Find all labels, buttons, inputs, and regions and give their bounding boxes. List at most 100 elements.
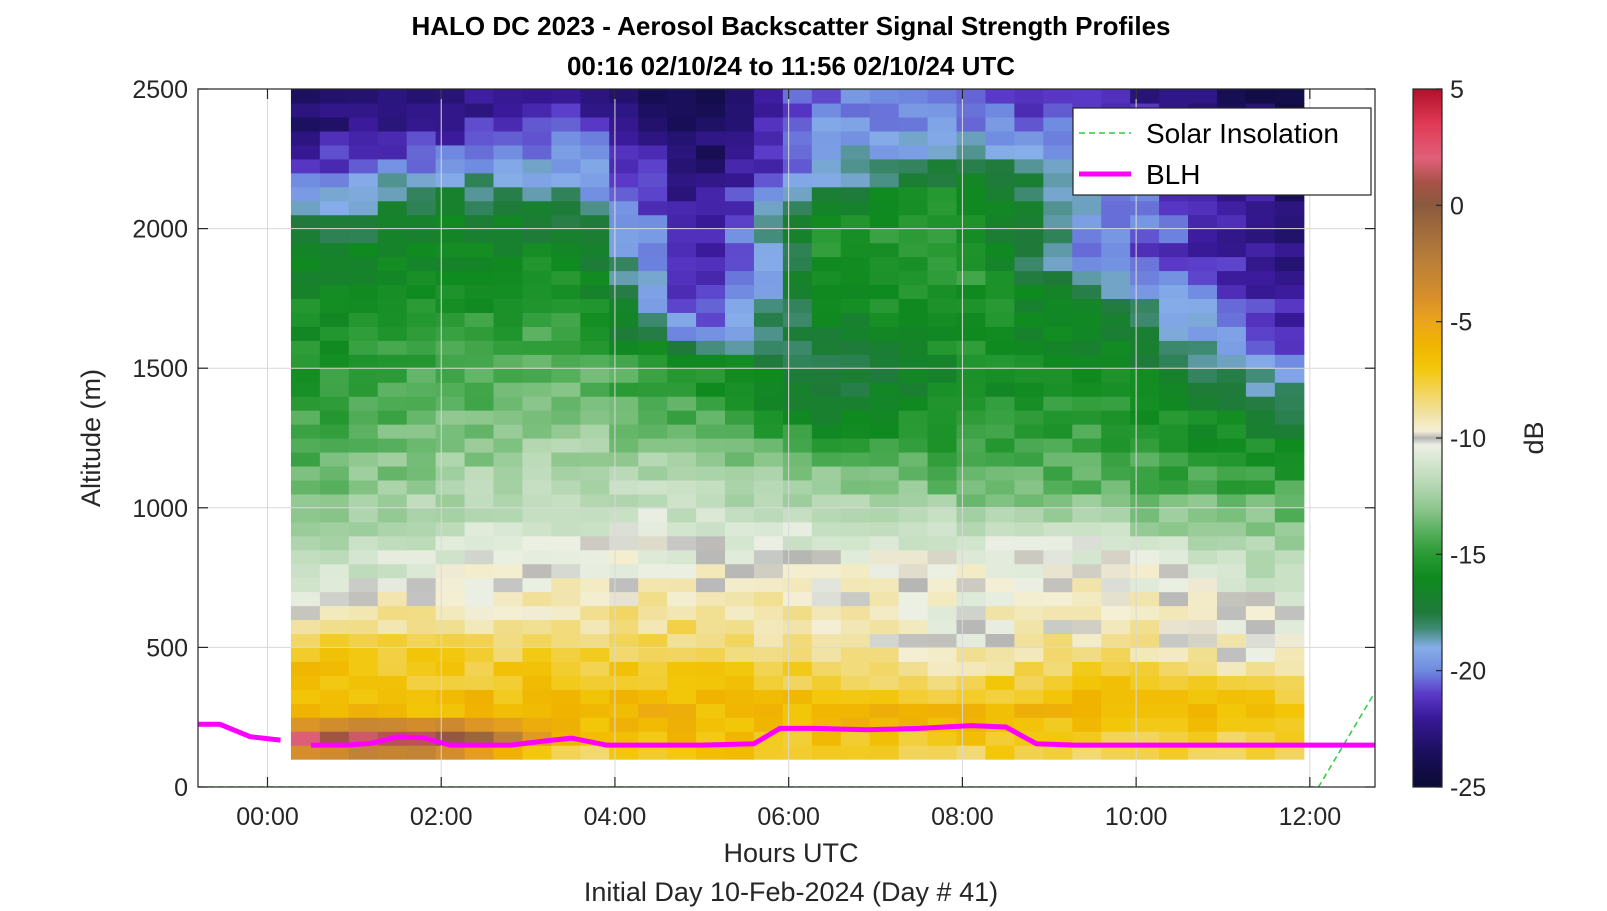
heatmap-cell xyxy=(522,577,552,593)
heatmap-cell xyxy=(985,410,1015,425)
heatmap-cell xyxy=(1245,424,1276,439)
heatmap-cell xyxy=(725,675,755,690)
heatmap-cell xyxy=(464,619,495,635)
heatmap-cell xyxy=(580,563,610,579)
heatmap-cell xyxy=(985,675,1015,690)
heatmap-cell xyxy=(696,130,726,146)
y-tick-label: 1500 xyxy=(132,355,188,383)
heatmap-cell xyxy=(985,172,1015,188)
heatmap-cell xyxy=(927,354,958,369)
heatmap-cell xyxy=(522,424,552,439)
heatmap-cell xyxy=(551,647,581,662)
heatmap-cell xyxy=(869,326,900,341)
heatmap-cell xyxy=(551,633,581,648)
heatmap-cell xyxy=(927,396,958,411)
heatmap-cell xyxy=(696,270,726,286)
heatmap-cell xyxy=(1101,619,1131,635)
heatmap-cell xyxy=(985,116,1015,132)
heatmap-cell xyxy=(1274,354,1305,369)
heatmap-cell xyxy=(551,368,581,383)
heatmap-cell xyxy=(985,438,1015,453)
heatmap-cell xyxy=(290,493,321,509)
heatmap-cell xyxy=(840,298,871,313)
heatmap-cell xyxy=(580,158,610,174)
heatmap-cell xyxy=(898,130,929,146)
heatmap-cell xyxy=(609,130,639,146)
heatmap-cell xyxy=(985,256,1015,272)
heatmap-cell xyxy=(1130,340,1160,355)
heatmap-cell xyxy=(1101,745,1131,760)
heatmap-cell xyxy=(522,172,552,188)
heatmap-cell xyxy=(1072,270,1102,286)
heatmap-cell xyxy=(696,465,726,481)
heatmap-cell xyxy=(667,284,697,299)
heatmap-cell xyxy=(811,144,842,160)
heatmap-cell xyxy=(609,549,639,565)
heatmap-cell xyxy=(551,130,581,146)
heatmap-cell xyxy=(667,228,697,244)
heatmap-cell xyxy=(319,410,350,425)
heatmap-cell xyxy=(638,563,668,579)
heatmap-cell xyxy=(377,479,408,495)
heatmap-cell xyxy=(869,89,900,104)
heatmap-cell xyxy=(1245,675,1276,690)
y-axis-label: Altitude (m) xyxy=(76,369,106,507)
heatmap-cell xyxy=(1188,410,1218,425)
heatmap-cell xyxy=(725,102,755,118)
heatmap-cell xyxy=(319,242,350,258)
heatmap-cell xyxy=(609,521,639,537)
heatmap-cell xyxy=(319,186,350,202)
heatmap-cell xyxy=(1274,647,1305,662)
heatmap-cell xyxy=(667,410,697,425)
heatmap-cell xyxy=(435,130,466,146)
heatmap-cell xyxy=(348,242,379,258)
heatmap-cell xyxy=(927,689,958,704)
heatmap-cell xyxy=(1216,605,1247,621)
heatmap-cell xyxy=(1274,326,1305,341)
heatmap-cell xyxy=(840,382,871,397)
heatmap-cell xyxy=(493,186,524,202)
heatmap-cell xyxy=(406,200,437,216)
heatmap-cell xyxy=(406,410,437,425)
heatmap-cell xyxy=(1130,200,1160,216)
heatmap-cell xyxy=(377,270,408,286)
heatmap-cell xyxy=(1216,717,1247,732)
heatmap-cell xyxy=(319,102,350,118)
heatmap-cell xyxy=(1216,465,1247,481)
heatmap-cell xyxy=(1072,633,1102,648)
heatmap-cell xyxy=(377,521,408,537)
heatmap-cell xyxy=(1130,214,1160,230)
heatmap-cell xyxy=(1043,256,1073,272)
heatmap-cell xyxy=(551,591,581,607)
heatmap-cell xyxy=(406,633,437,648)
heatmap-cell xyxy=(1101,731,1131,746)
heatmap-cell xyxy=(406,270,437,286)
heatmap-cell xyxy=(840,116,871,132)
heatmap-cell xyxy=(435,368,466,383)
heatmap-cell xyxy=(956,605,987,621)
heatmap-cell xyxy=(522,130,552,146)
heatmap-cell xyxy=(1043,577,1073,593)
heatmap-cell xyxy=(667,521,697,537)
heatmap-cell xyxy=(1014,451,1044,467)
heatmap-cell xyxy=(1159,368,1189,383)
heatmap-cell xyxy=(1216,368,1247,383)
heatmap-cell xyxy=(667,507,697,523)
heatmap-cell xyxy=(1188,563,1218,579)
heatmap-cell xyxy=(319,717,350,732)
heatmap-cell xyxy=(1043,479,1073,495)
heatmap-cell xyxy=(667,396,697,411)
heatmap-cell xyxy=(377,647,408,662)
heatmap-cell xyxy=(406,661,437,676)
heatmap-cell xyxy=(840,479,871,495)
heatmap-cell xyxy=(956,298,987,313)
heatmap-cell xyxy=(319,368,350,383)
heatmap-cell xyxy=(1101,451,1131,467)
heatmap-cell xyxy=(609,605,639,621)
heatmap-cell xyxy=(348,703,379,718)
heatmap-cell xyxy=(1216,89,1247,104)
heatmap-cell xyxy=(1159,605,1189,621)
heatmap-cell xyxy=(1101,535,1131,551)
heatmap-cell xyxy=(493,703,524,718)
heatmap-cell xyxy=(435,633,466,648)
